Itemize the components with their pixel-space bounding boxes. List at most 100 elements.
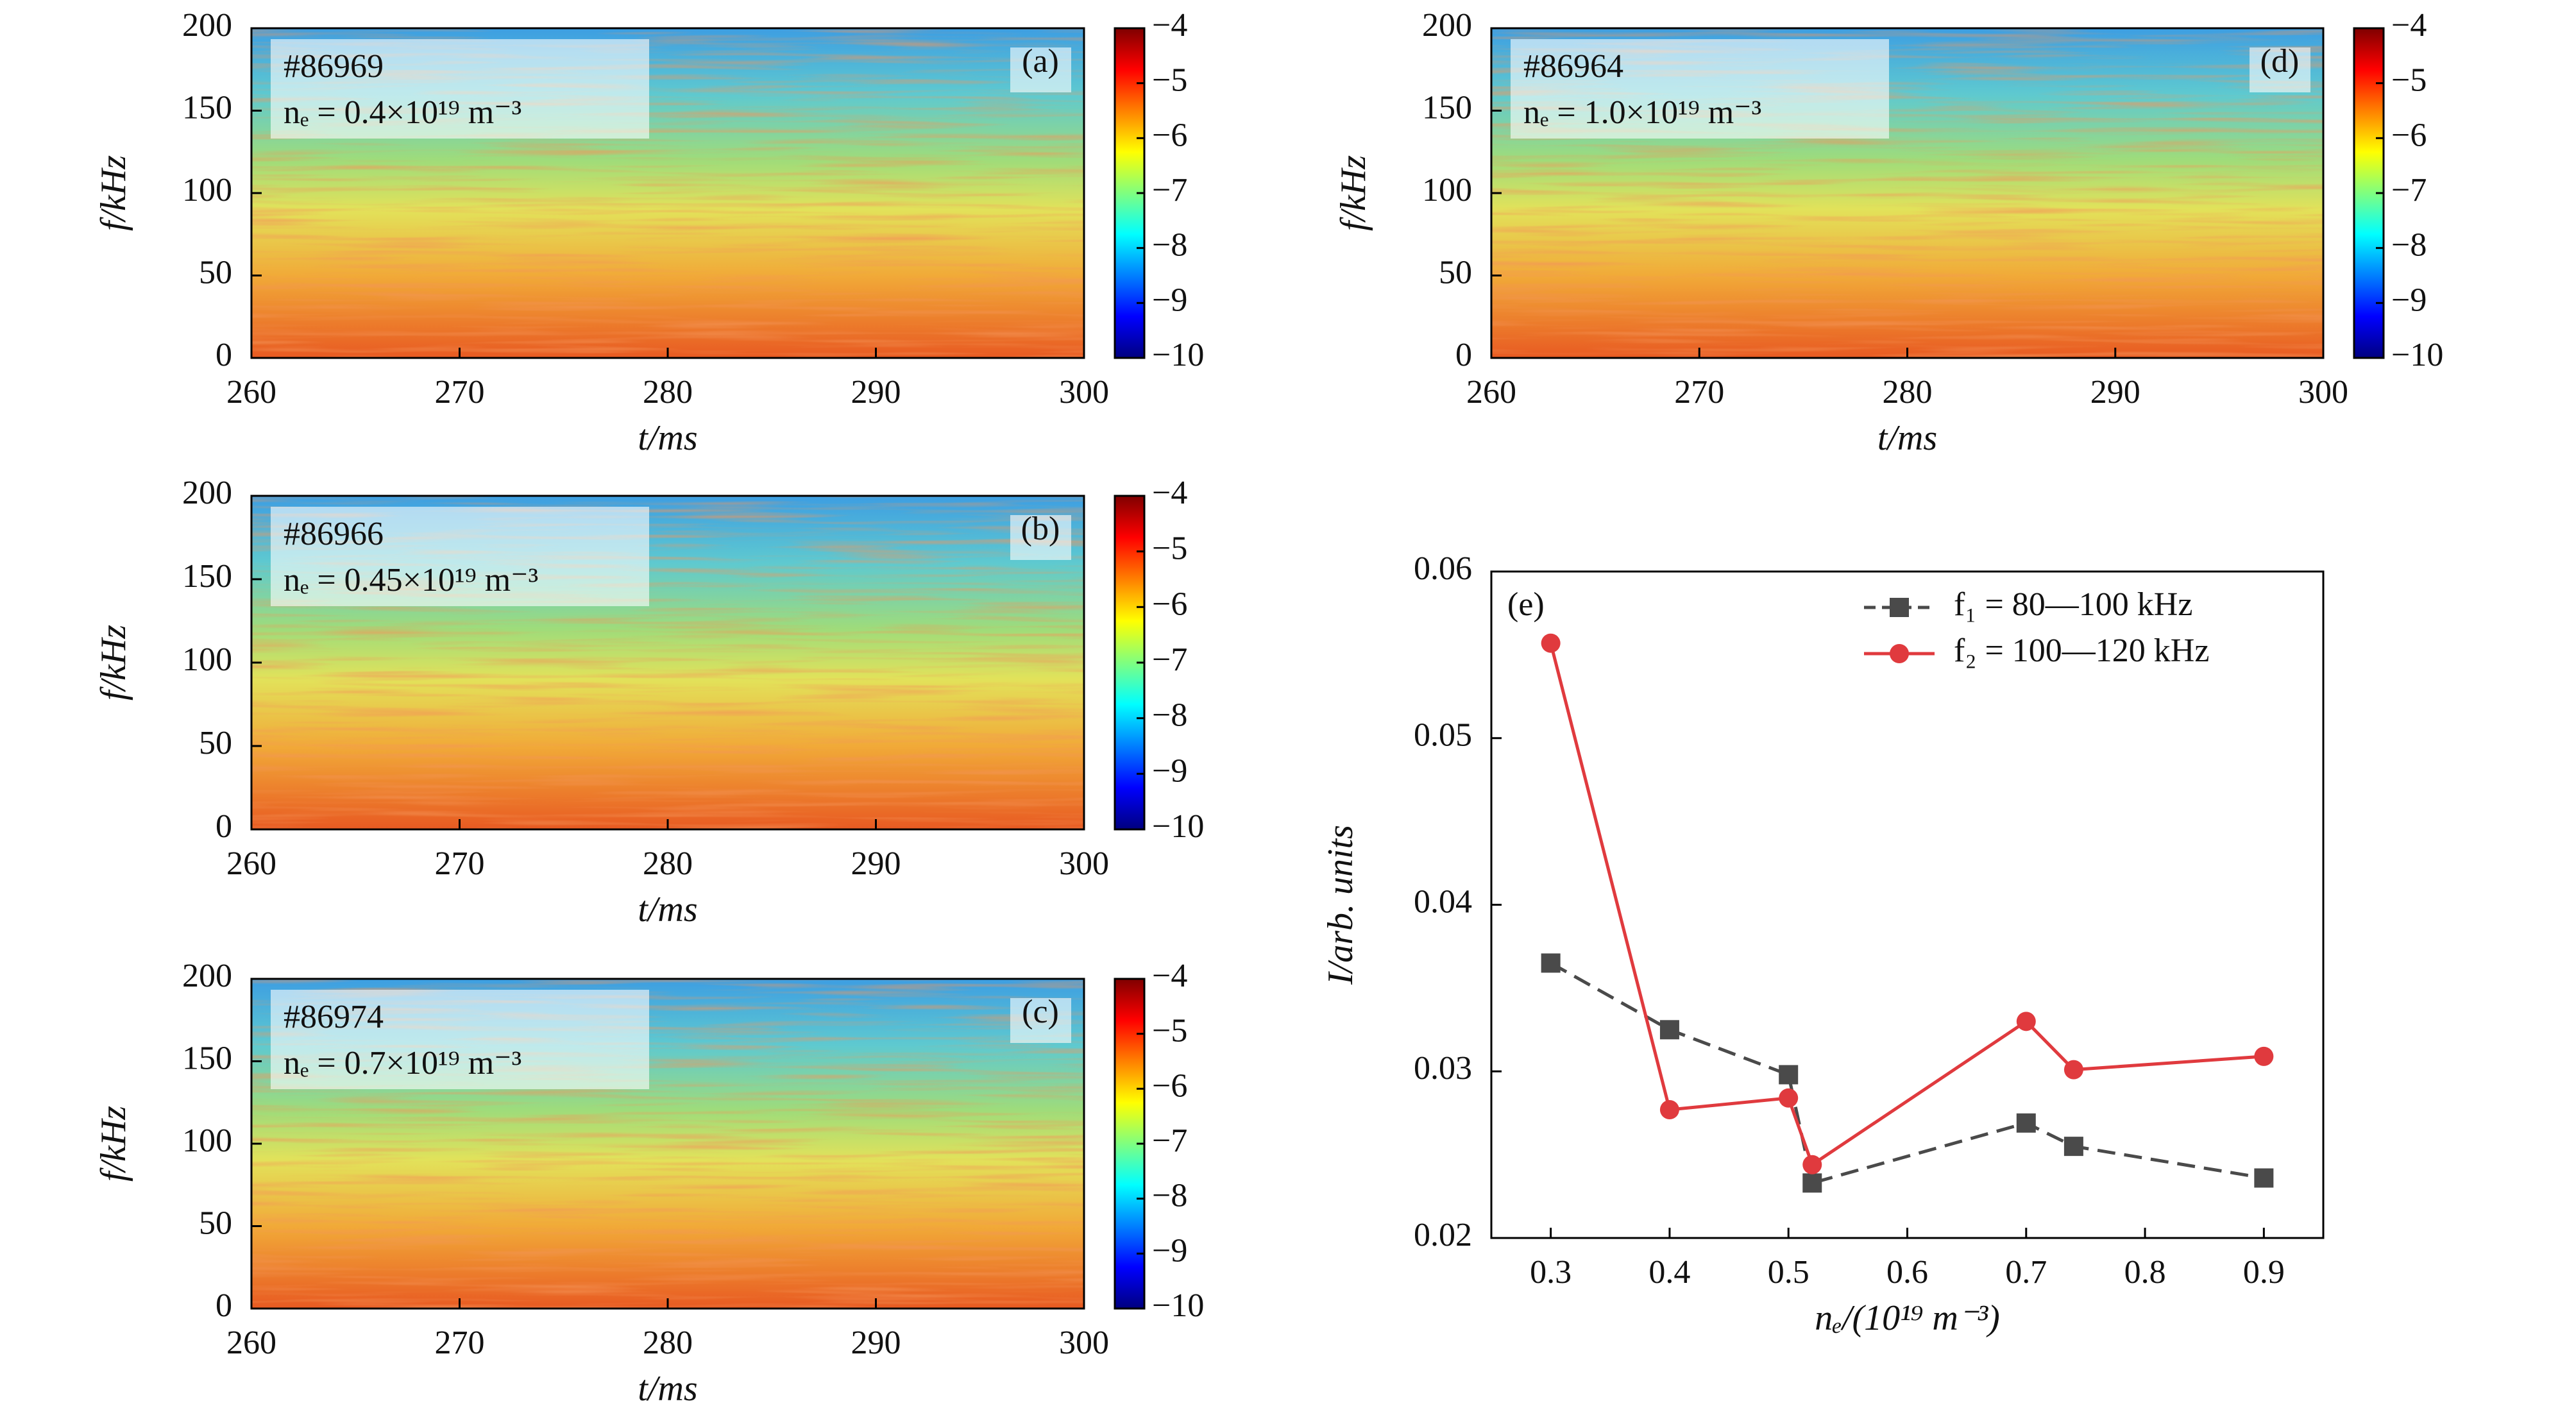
marker [1659,1099,1679,1119]
colorbar-tick-label: −5 [1152,1013,1187,1049]
y-tick-label: 0.04 [1414,883,1472,920]
x-tick-label: 290 [2090,374,2140,411]
colorbar-tick-label: −6 [1152,117,1187,153]
colorbar-tick-label: −6 [1152,586,1187,622]
y-tick-label: 50 [199,254,232,291]
y-tick-label: 0.02 [1414,1217,1472,1253]
colorbar-tick-label: −7 [1152,641,1187,678]
y-tick-label: 50 [199,1205,232,1241]
x-tick-label: 0.5 [1768,1254,1809,1291]
panel-label: (a) [1022,43,1059,80]
colorbar-tick-label: −4 [1152,7,1187,44]
legend-label: f₂ = 100—120 kHz [1954,632,2209,669]
y-tick-label: 200 [1422,7,1472,44]
marker [1779,1065,1799,1085]
annotation-box [271,39,649,139]
y-axis-label: f/kHz [94,1106,133,1182]
colorbar-tick-label: −9 [1152,282,1187,318]
marker [2254,1168,2274,1188]
panel-label: (c) [1022,994,1059,1030]
colorbar-tick-label: −5 [2391,62,2427,99]
colorbar-tick-label: −4 [1152,958,1187,994]
y-tick-label: 0 [1455,337,1472,373]
y-tick-label: 0 [216,337,232,373]
panel-label-box [2250,47,2310,92]
colorbar-tick-label: −9 [1152,1232,1187,1269]
colorbar-tick-label: −10 [1152,337,1204,373]
annotation: #86969 [284,48,384,85]
colorbar-tick-label: −7 [2391,172,2427,208]
colorbar-tick-label: −10 [2391,337,2443,373]
x-tick-label: 280 [1883,374,1933,411]
legend-label: f₁ = 80—100 kHz [1954,586,2192,623]
colorbar-tick-label: −7 [1152,172,1187,208]
y-tick-label: 0 [216,808,232,845]
y-tick-label: 0.05 [1414,717,1472,754]
y-tick-label: 200 [182,958,232,994]
colorbar-tick-label: −7 [1152,1123,1187,1159]
marker [1659,1020,1679,1040]
x-tick-label: 280 [643,374,693,411]
x-tick-label: 280 [643,845,693,882]
y-tick-label: 100 [1422,172,1472,208]
x-tick-label: 300 [2298,374,2348,411]
y-tick-label: 150 [182,558,232,595]
marker [2016,1012,2036,1031]
colorbar-tick-label: −5 [1152,530,1187,567]
marker [2016,1113,2036,1133]
x-tick-label: 260 [226,374,276,411]
x-tick-label: 290 [851,845,901,882]
marker [1802,1173,1822,1193]
x-tick-label: 0.6 [1886,1254,1928,1291]
colorbar-tick-label: −8 [2391,227,2427,264]
panel-label-box [1010,998,1071,1043]
x-tick-label: 260 [1466,374,1516,411]
y-axis-label: f/kHz [94,155,133,231]
y-tick-label: 50 [199,725,232,761]
x-axis-label: t/ms [638,1369,697,1409]
marker [1779,1088,1799,1108]
annotation: nₑ = 0.45×10¹⁹ m⁻³ [284,562,538,598]
x-tick-label: 300 [1059,1325,1109,1361]
x-tick-label: 0.9 [2243,1254,2285,1291]
colorbar-tick-label: −8 [1152,697,1187,734]
colorbar-tick-label: −10 [1152,808,1204,845]
colorbar-tick-label: −5 [1152,62,1187,99]
y-axis-label: f/kHz [1334,155,1373,231]
y-axis-label: I/arb. units [1321,825,1360,985]
annotation: nₑ = 0.4×10¹⁹ m⁻³ [284,94,521,131]
marker [1541,633,1561,653]
colorbar-tick-label: −4 [1152,475,1187,511]
colorbar-tick-label: −8 [1152,1178,1187,1214]
x-tick-label: 0.3 [1530,1254,1572,1291]
marker [2063,1137,2083,1157]
panel-label-box [1010,47,1071,92]
marker [2063,1060,2083,1080]
annotation: #86964 [1523,48,1623,85]
x-tick-label: 0.8 [2124,1254,2166,1291]
y-tick-label: 0.06 [1414,550,1472,587]
marker [1802,1155,1822,1174]
annotation: nₑ = 0.7×10¹⁹ m⁻³ [284,1045,521,1081]
x-tick-label: 290 [851,1325,901,1361]
panel-label-box [1010,515,1071,560]
x-axis-label: nₑ/(10¹⁹ m⁻³) [1815,1298,2000,1338]
series-line [1549,643,2264,1167]
legend-marker [1890,644,1909,663]
x-tick-label: 0.7 [2005,1254,2047,1291]
y-tick-label: 200 [182,475,232,511]
x-axis-label: t/ms [1877,418,1937,458]
x-axis-label: t/ms [638,418,697,458]
annotation-box [1511,39,1889,139]
y-tick-label: 100 [182,1123,232,1159]
panel-label: (d) [2260,43,2300,80]
marker [1541,953,1561,973]
series-line [1550,962,2264,1185]
colorbar-tick-label: −8 [1152,227,1187,264]
x-tick-label: 0.4 [1648,1254,1690,1291]
colorbar-tick-label: −9 [2391,282,2427,318]
x-tick-label: 270 [435,845,485,882]
x-axis-label: t/ms [638,890,697,929]
colorbar-tick-label: −6 [2391,117,2427,153]
